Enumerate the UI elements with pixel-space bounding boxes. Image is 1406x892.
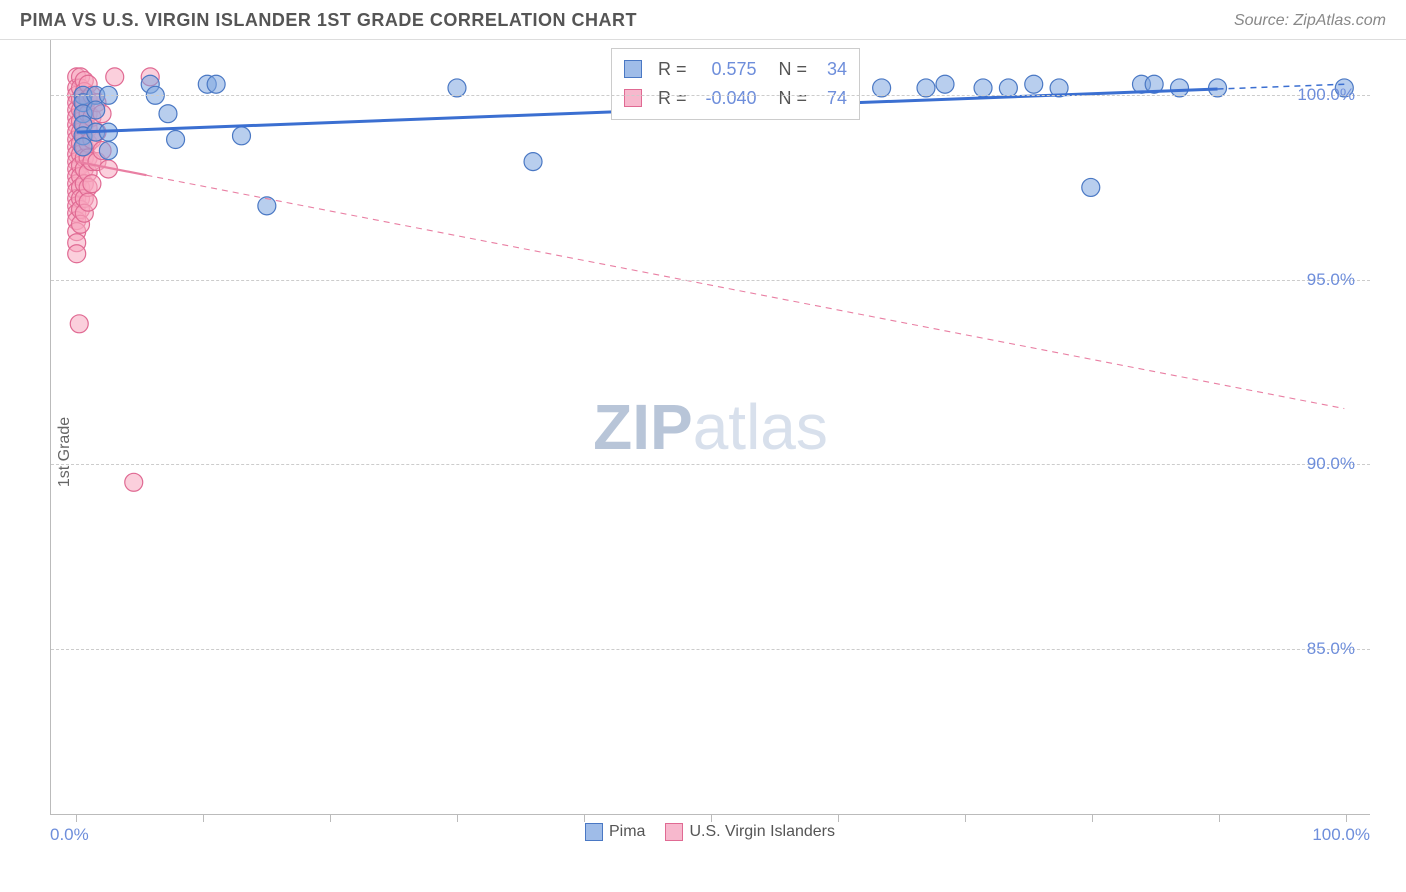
gridline: [51, 464, 1370, 465]
usvi-trend-dashed: [146, 175, 1344, 408]
gridline: [51, 649, 1370, 650]
pima-point: [1171, 79, 1189, 97]
pima-point: [936, 75, 954, 93]
pima-point: [74, 138, 92, 156]
stats-row: R = -0.040 N = 74: [624, 84, 847, 113]
chart-source: Source: ZipAtlas.com: [1234, 12, 1386, 30]
pima-point: [999, 79, 1017, 97]
y-tick-label: 85.0%: [1307, 639, 1355, 659]
stats-row: R = 0.575 N = 34: [624, 55, 847, 84]
legend-swatch: [585, 823, 603, 841]
plot-svg: [51, 40, 1370, 814]
pima-point: [448, 79, 466, 97]
legend-swatch: [665, 823, 683, 841]
pima-point: [873, 79, 891, 97]
stats-box: R = 0.575 N = 34 R = -0.040 N = 74: [611, 48, 860, 120]
pima-point: [1025, 75, 1043, 93]
usvi-point: [83, 175, 101, 193]
legend-label: Pima: [609, 823, 645, 840]
stats-n-value: 74: [817, 84, 847, 113]
pima-point: [159, 105, 177, 123]
usvi-point: [125, 473, 143, 491]
x-tick-label-right: 100.0%: [1312, 825, 1370, 845]
plot-area: ZIPatlas R =0.575N =34R =-0.040N =74 100…: [50, 40, 1370, 815]
pima-point: [974, 79, 992, 97]
y-tick-label: 95.0%: [1307, 270, 1355, 290]
stats-n-label: N =: [779, 55, 808, 84]
pima-point: [1082, 178, 1100, 196]
stats-r-value: 0.575: [697, 55, 757, 84]
chart-container: 1st Grade ZIPatlas R =0.575N =34R =-0.04…: [50, 40, 1386, 845]
stats-n-value: 34: [817, 55, 847, 84]
pima-point: [99, 142, 117, 160]
chart-title: PIMA VS U.S. VIRGIN ISLANDER 1ST GRADE C…: [20, 10, 637, 31]
y-tick-label: 100.0%: [1297, 85, 1355, 105]
bottom-legend: Pima U.S. Virgin Islanders: [585, 823, 835, 841]
legend-label: U.S. Virgin Islanders: [689, 823, 835, 840]
gridline: [51, 95, 1370, 96]
pima-point: [87, 101, 105, 119]
gridline: [51, 280, 1370, 281]
stats-n-label: N =: [779, 84, 808, 113]
pima-point: [258, 197, 276, 215]
pima-point: [167, 131, 185, 149]
stats-r-label: R =: [658, 84, 687, 113]
usvi-point: [70, 315, 88, 333]
legend-item: Pima: [585, 823, 645, 841]
x-axis-labels: 0.0% Pima U.S. Virgin Islanders 100.0%: [50, 815, 1370, 845]
pima-point: [917, 79, 935, 97]
legend-item: U.S. Virgin Islanders: [665, 823, 835, 841]
usvi-point: [79, 193, 97, 211]
y-tick-label: 90.0%: [1307, 454, 1355, 474]
usvi-point: [106, 68, 124, 86]
stats-r-label: R =: [658, 55, 687, 84]
chart-header: PIMA VS U.S. VIRGIN ISLANDER 1ST GRADE C…: [0, 0, 1406, 40]
stats-swatch: [624, 60, 642, 78]
stats-r-value: -0.040: [697, 84, 757, 113]
usvi-point: [68, 245, 86, 263]
stats-swatch: [624, 89, 642, 107]
pima-point: [207, 75, 225, 93]
pima-point: [524, 153, 542, 171]
x-tick-label-left: 0.0%: [50, 825, 89, 845]
pima-point: [233, 127, 251, 145]
